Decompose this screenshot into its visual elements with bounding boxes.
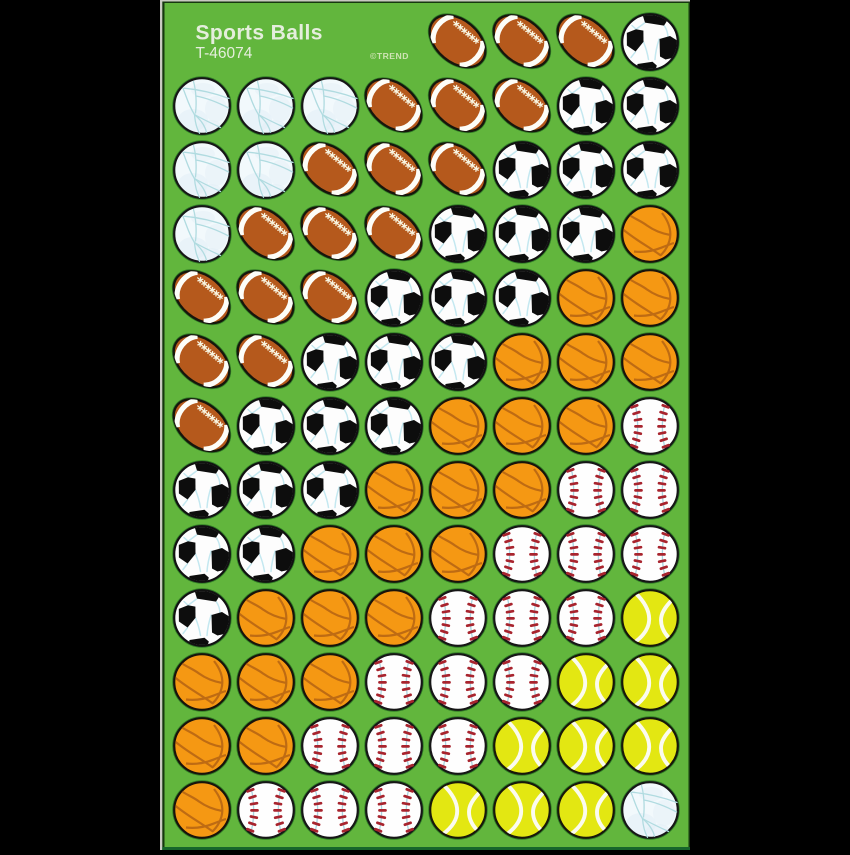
svg-text:T-46074: T-46074 <box>196 45 253 62</box>
svg-text:Sports Balls: Sports Balls <box>196 22 323 45</box>
svg-text:©TREND: ©TREND <box>370 51 409 61</box>
